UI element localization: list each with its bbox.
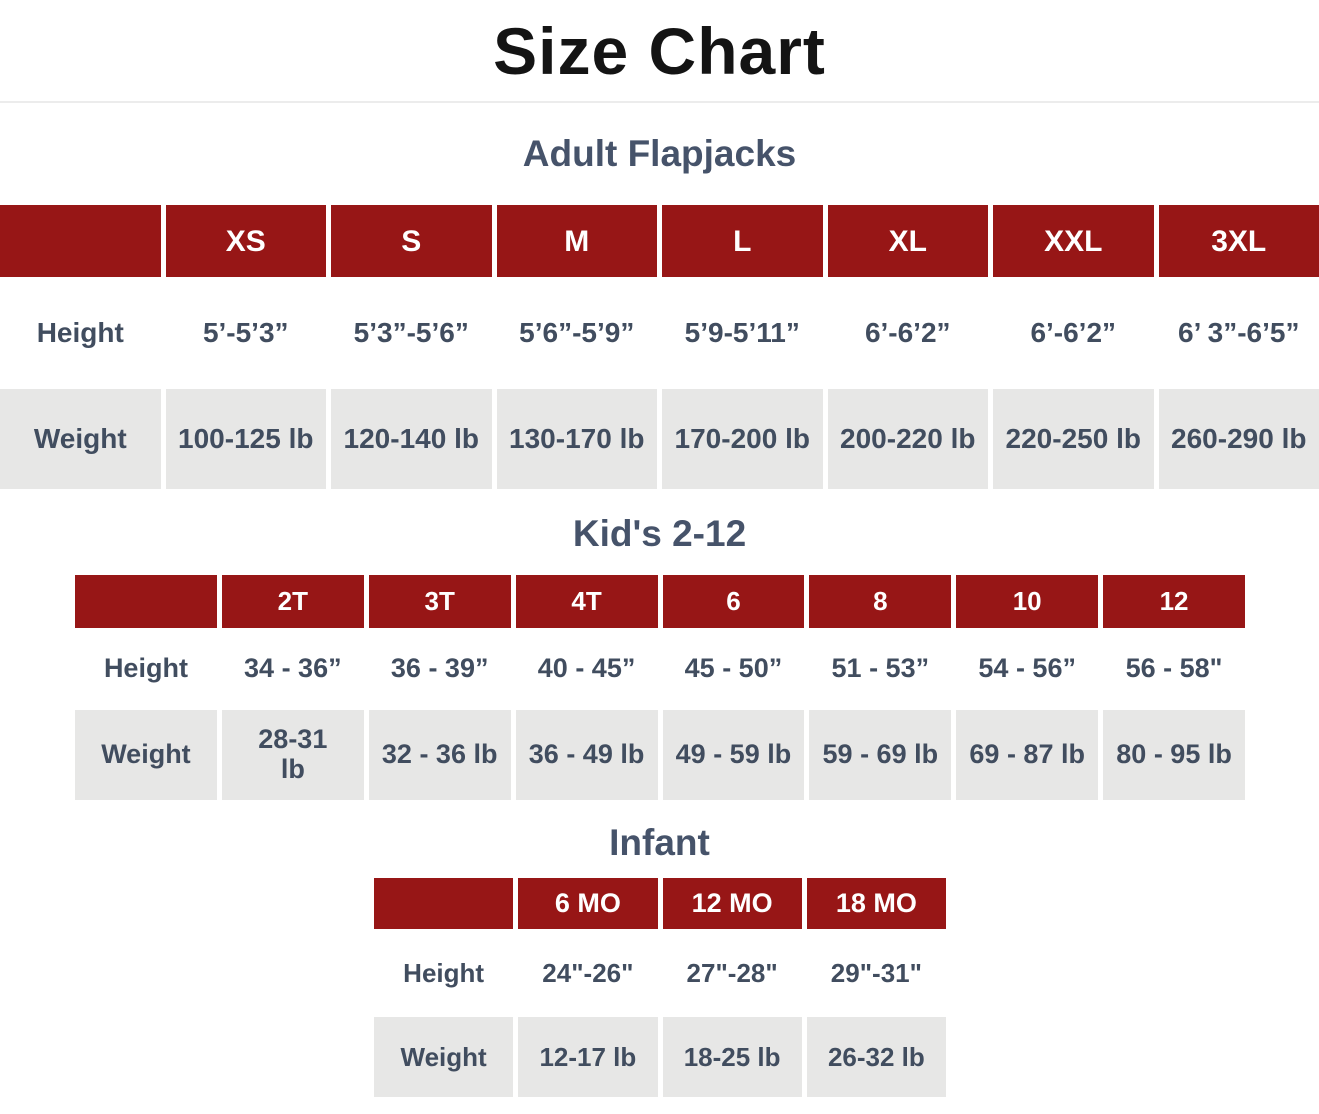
infant-weight-value: 12-17 lb — [518, 1017, 658, 1097]
infant-size-header-12mo: 12 MO — [662, 878, 802, 929]
adult-section-title: Adult Flapjacks — [522, 133, 797, 174]
adult-section: Adult Flapjacks XS S M L XL XXL 3XL Heig… — [0, 133, 1319, 489]
kids-height-value: 51 - 53” — [831, 653, 930, 684]
infant-height-row-label: Height — [403, 957, 485, 988]
adult-size-header-xl: XL — [827, 205, 988, 277]
adult-height-value: 5’9-5’11” — [684, 316, 800, 348]
kids-height-row-label: Height — [103, 653, 188, 684]
kids-weight-value: 36 - 49 lb — [515, 710, 658, 800]
adult-weight-value: 100-125 lb — [165, 389, 326, 489]
kids-size-header-4t: 4T — [515, 575, 658, 628]
adult-height-value: 6’ 3”-6’5” — [1178, 316, 1300, 348]
infant-height-value: 27"-28" — [686, 957, 778, 988]
adult-size-header-xxl: XXL — [993, 205, 1154, 277]
adult-height-value: 5’3”-5’6” — [353, 316, 469, 348]
page-header: Size Chart — [0, 0, 1319, 101]
adult-weight-value: 170-200 lb — [662, 389, 823, 489]
kids-size-header-6: 6 — [662, 575, 805, 628]
kids-height-value: 34 - 36” — [244, 653, 342, 684]
infant-size-header-6mo: 6 MO — [518, 878, 658, 929]
adult-size-header-xs: XS — [165, 205, 326, 277]
adult-height-value: 5’6”-5’9” — [519, 316, 635, 348]
kids-size-header-3t: 3T — [368, 575, 511, 628]
kids-height-value: 40 - 45” — [537, 653, 636, 684]
infant-section: Infant 6 MO 12 MO 18 MO Height 24"-26" 2… — [0, 822, 1319, 1097]
infant-height-value: 29"-31" — [830, 957, 922, 988]
infant-weight-value: 18-25 lb — [662, 1017, 802, 1097]
kids-height-value: 54 - 56” — [978, 653, 1076, 684]
adult-size-header-3xl: 3XL — [1158, 205, 1319, 277]
infant-weight-value: 26-32 lb — [806, 1017, 946, 1097]
adult-weight-value: 120-140 lb — [331, 389, 492, 489]
kids-weight-value: 28-31 lb — [221, 710, 364, 800]
adult-weight-row-label: Weight — [0, 389, 161, 489]
kids-section-title: Kid's 2-12 — [572, 513, 747, 554]
adult-size-table: XS S M L XL XXL 3XL Height 5’-5’3” 5’3”-… — [0, 205, 1319, 489]
adult-weight-value: 200-220 lb — [827, 389, 988, 489]
page-title: Size Chart — [493, 13, 826, 88]
kids-weight-value: 80 - 95 lb — [1103, 710, 1245, 800]
infant-size-header-18mo: 18 MO — [806, 878, 946, 929]
infant-height-value: 24"-26" — [542, 957, 634, 988]
adult-height-row-label: Height — [36, 316, 124, 348]
adult-height-value: 6’-6’2” — [864, 316, 951, 348]
adult-size-header-l: L — [662, 205, 823, 277]
adult-size-header-m: M — [496, 205, 657, 277]
kids-weight-value: 49 - 59 lb — [662, 710, 805, 800]
kids-height-value: 45 - 50” — [684, 653, 783, 684]
adult-height-value: 6’-6’2” — [1030, 316, 1117, 348]
kids-size-header-8: 8 — [809, 575, 952, 628]
kids-weight-value: 59 - 69 lb — [809, 710, 952, 800]
header-divider — [0, 101, 1319, 103]
kids-size-header-10: 10 — [956, 575, 1099, 628]
kids-size-header-12: 12 — [1103, 575, 1245, 628]
adult-height-value: 5’-5’3” — [202, 316, 289, 348]
kids-size-table: 2T 3T 4T 6 8 10 12 Height 34 - 36” 36 - … — [75, 575, 1245, 800]
adult-weight-value: 260-290 lb — [1158, 389, 1319, 489]
kids-height-value: 56 - 58" — [1125, 653, 1223, 684]
kids-weight-value: 69 - 87 lb — [956, 710, 1099, 800]
adult-size-header-s: S — [331, 205, 492, 277]
kids-height-value: 36 - 39” — [390, 653, 489, 684]
kids-weight-row-label: Weight — [75, 710, 217, 800]
kids-weight-value: 32 - 36 lb — [368, 710, 511, 800]
adult-weight-value: 220-250 lb — [993, 389, 1154, 489]
infant-section-title: Infant — [609, 822, 710, 863]
infant-corner-cell — [374, 878, 514, 929]
kids-corner-cell — [75, 575, 217, 628]
kids-section: Kid's 2-12 2T 3T 4T 6 8 10 12 Height 34 … — [0, 513, 1319, 800]
kids-size-header-2t: 2T — [221, 575, 364, 628]
adult-weight-value: 130-170 lb — [496, 389, 657, 489]
infant-size-table: 6 MO 12 MO 18 MO Height 24"-26" 27"-28" … — [374, 878, 946, 1097]
adult-corner-cell — [0, 205, 161, 277]
infant-weight-row-label: Weight — [374, 1017, 514, 1097]
